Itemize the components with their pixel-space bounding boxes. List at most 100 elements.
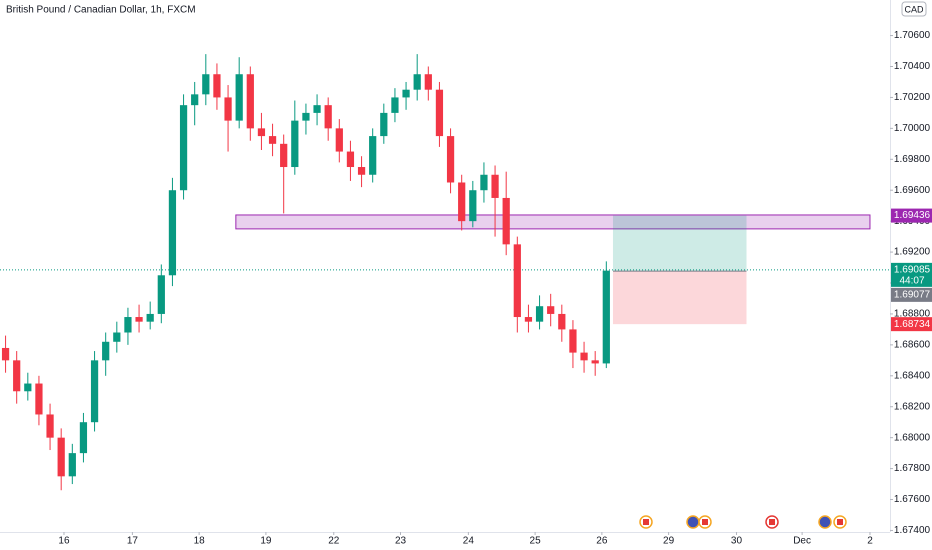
x-tick-label: 29 [663,536,675,547]
candle-body [224,97,232,121]
candle-body [357,167,366,175]
candle-body [324,105,332,129]
candle-body [35,383,43,415]
candle-body [79,422,88,454]
candle-body [146,313,154,322]
currency-label: CAD [904,4,924,14]
candle-body [491,174,499,198]
candle-body [246,74,254,129]
y-tick-label: 1.67400 [894,525,931,536]
candle-body [435,89,444,137]
candle-body [213,74,221,98]
candle-body [535,306,544,322]
currency-badge[interactable] [901,1,927,17]
y-tick-label: 1.70200 [894,92,931,103]
event-flag [769,519,775,525]
price-label: 1.69436 [894,210,931,221]
candle-body [113,332,121,342]
x-tick-label: 17 [127,536,139,547]
candle-body [135,317,143,322]
y-tick-label: 1.69600 [894,185,931,196]
candle-body [524,317,533,322]
candle-body [68,453,76,477]
price-label-bg [891,287,932,302]
candle-body [558,313,566,330]
chart-title: British Pound / Canadian Dollar, 1h, FXC… [6,5,196,16]
event-flag [837,519,843,525]
candle-body [90,360,99,423]
candle-body [235,74,243,121]
candle-body [124,317,132,333]
y-tick-label: 1.70600 [894,30,931,41]
candle-body [413,74,421,90]
x-tick-label: 26 [596,536,608,547]
x-tick-label: 2 [867,536,873,547]
candle-body [591,360,599,364]
candle-body [157,275,165,314]
x-tick-label: 30 [731,536,743,547]
x-tick-label: 24 [463,536,475,547]
x-tick-label: 25 [530,536,542,547]
candle-body [569,329,577,353]
candle-body [257,128,266,137]
y-tick-label: 1.68600 [894,340,931,351]
loss-area [612,271,747,325]
x-tick-label: 16 [58,536,70,547]
x-tick-label: 22 [328,536,340,547]
candle-body [280,143,288,168]
x-tick-label: 19 [260,536,272,547]
y-tick-label: 1.70000 [894,123,931,134]
candle-body [268,136,277,144]
x-tick-label: 18 [194,536,206,547]
candle-body [13,360,21,392]
candle-body [391,97,399,113]
event-icon[interactable] [686,515,700,529]
countdown: 44:07 [899,276,924,287]
price-label: 1.69077 [894,290,931,301]
candle-body [580,352,588,361]
candle-body [513,244,521,318]
candle-body [424,74,432,90]
candle-body [24,383,32,392]
profit-area [612,215,747,272]
event-flag [702,519,708,525]
candle-body [469,190,477,222]
price-label-bg [891,262,932,287]
candle-body [480,174,488,191]
candle-body [168,190,177,276]
support-zone [235,214,871,230]
event-icons [639,515,847,529]
y-tick-label: 1.68200 [894,401,931,412]
candle-body [369,136,377,175]
y-tick-label: 1.67800 [894,463,931,474]
x-tick-label: Dec [793,536,811,547]
candle-body [346,151,355,168]
candle-body [1,347,10,361]
candle-body [458,182,466,222]
candle-body [302,112,310,121]
candle-body [446,136,455,183]
y-tick-label: 1.67600 [894,494,931,505]
candle-body [547,306,555,314]
candle-body [57,437,65,477]
candle-body [502,197,510,245]
y-tick-label: 1.68000 [894,432,931,443]
y-tick-label: 1.69800 [894,154,931,165]
price-label-bg [891,208,932,223]
y-tick-label: 1.68800 [894,309,931,320]
candle-body [202,74,210,95]
candle-body [380,112,388,137]
candle-body [102,341,110,361]
candle-body [335,128,343,152]
event-icon[interactable] [818,515,832,529]
x-tick-label: 23 [395,536,407,547]
price-label-bg [891,317,932,332]
candle-body [179,105,188,191]
price-label: 1.69085 [894,265,931,276]
candle-body [313,105,321,113]
y-tick-label: 1.69200 [894,247,931,258]
y-tick-label: 1.70400 [894,61,931,72]
price-label: 1.68734 [894,319,931,330]
